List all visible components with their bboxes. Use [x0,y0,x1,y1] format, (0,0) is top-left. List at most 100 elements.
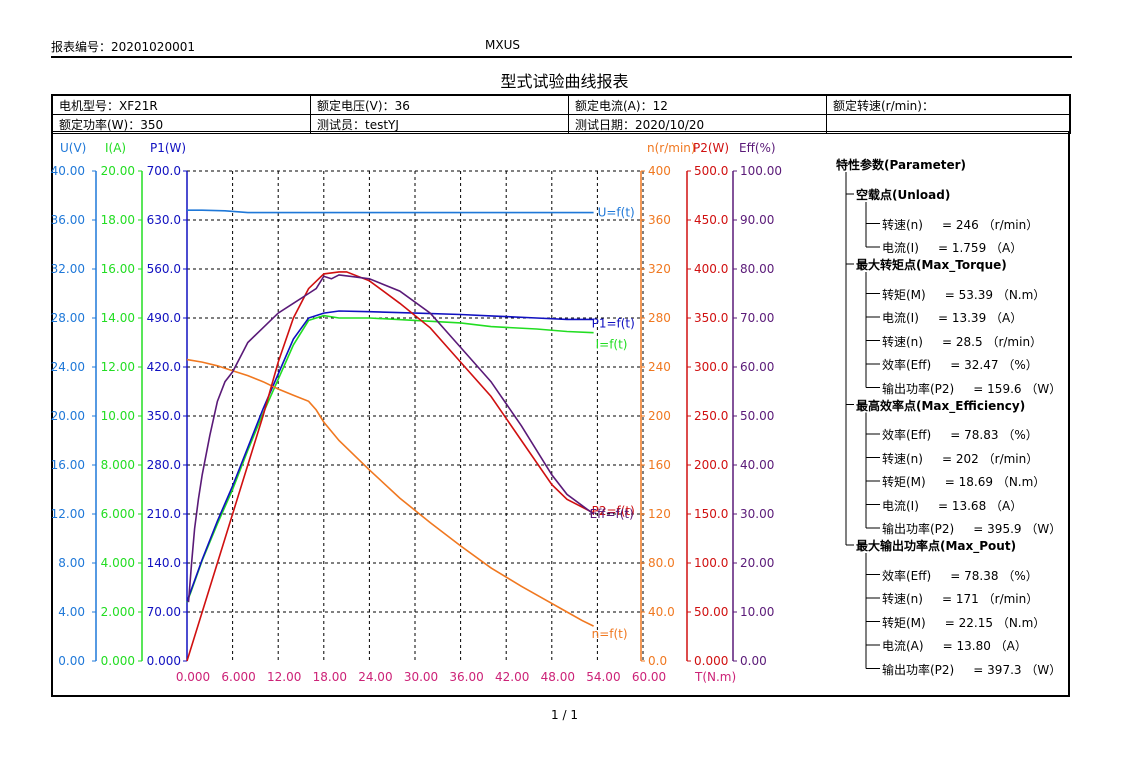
i-tick-label: 20.00 [101,164,135,178]
eff-tick-label: 40.00 [740,458,774,472]
i-tick-label: 6.000 [101,507,135,521]
p1-tick-label: 560.0 [147,262,181,276]
u-tick-label: 32.00 [51,262,85,276]
u-tick-label: 24.00 [51,360,85,374]
header-rule [51,56,1072,58]
series-p1-line [186,310,594,602]
i-tick-label: 12.00 [101,360,135,374]
n-tick-label: 320 [648,262,671,276]
i-tick-label: 4.000 [101,556,135,570]
company-name: MXUS [485,38,520,52]
n-tick-label: 160 [648,458,671,472]
p1-tick-label: 70.00 [147,605,181,619]
series-p2-label: P2=f(t) [592,504,635,518]
parameter-item: 输出功率(P2) = 397.3 （W） [882,662,1062,677]
parameter-item: 转矩(M) = 22.15 （N.m） [882,615,1046,630]
p1-tick-label: 420.0 [147,360,181,374]
n-tick-label: 280 [648,311,671,325]
i-tick-label: 2.000 [101,605,135,619]
eff-tick-label: 50.00 [740,409,774,423]
x-tick-label: 36.00 [449,670,483,684]
p2-tick-label: 50.00 [694,605,728,619]
n-tick-label: 400 [648,164,671,178]
series-u-label: U=f(t) [598,206,635,220]
parameter-group-title: 空载点(Unload) [856,188,951,202]
u-tick-label: 16.00 [51,458,85,472]
u-tick-label: 28.00 [51,311,85,325]
x-tick-label: 42.00 [495,670,529,684]
rated-voltage: 额定电压(V)：36 [310,94,569,115]
eff-tick-label: 90.00 [740,213,774,227]
n-axis-title: n(r/min) [647,141,696,155]
p1-tick-label: 630.0 [147,213,181,227]
series-u-line [187,209,594,214]
tester: 测试员：testYJ [310,114,569,134]
u-tick-label: 4.00 [58,605,85,619]
x-tick-label: 12.00 [267,670,301,684]
x-tick-label: 18.00 [313,670,347,684]
u-tick-label: 20.00 [51,409,85,423]
report-number: 报表编号：20201020001 [51,40,195,54]
eff-tick-label: 0.00 [740,654,767,668]
x-tick-label: 6.000 [221,670,255,684]
p1-tick-label: 490.0 [147,311,181,325]
p1-tick-label: 700.0 [147,164,181,178]
x-axis-title: T(N.m) [694,670,736,684]
series-p2-line [186,271,594,662]
i-axis-title: I(A) [105,141,126,155]
u-tick-label: 12.00 [51,507,85,521]
parameter-group-title: 最大输出功率点(Max_Pout) [856,539,1017,553]
test-date: 测试日期：2020/10/20 [568,114,827,134]
p2-tick-label: 450.0 [694,213,728,227]
p1-tick-label: 140.0 [147,556,181,570]
p2-axis-title: P2(W) [693,141,729,155]
eff-tick-label: 20.00 [740,556,774,570]
x-tick-label: 0.000 [176,670,210,684]
p2-tick-label: 100.0 [694,556,728,570]
series-n-line [186,358,594,627]
parameter-item: 转矩(M) = 53.39 （N.m） [882,287,1046,302]
p2-tick-label: 150.0 [694,507,728,521]
page-title: 型式试验曲线报表 [500,72,629,91]
series-i-label: I=f(t) [596,338,628,352]
parameter-item: 电流(A) = 13.80 （A） [882,639,1027,653]
parameter-item: 转矩(M) = 18.69 （N.m） [882,475,1046,489]
parameters-tree-lines [845,172,880,669]
parameter-item: 电流(I) = 13.68 （A） [882,498,1023,513]
eff-tick-label: 10.00 [740,605,774,619]
series-eff-line [187,274,595,603]
parameter-item: 电流(I) = 13.39 （A） [882,311,1023,325]
motor-info-table: 电机型号：XF21R 额定电压(V)：36 额定电流(A)：12 额定转速(r/… [51,94,1071,134]
u-tick-label: 0.00 [58,654,85,668]
parameter-item: 转速(n) = 171 （r/min） [882,592,1039,606]
eff-tick-label: 30.00 [740,507,774,521]
u-tick-label: 8.00 [58,556,85,570]
p1-axis-title: P1(W) [150,141,186,155]
p2-tick-label: 350.0 [694,311,728,325]
eff-tick-label: 70.00 [740,311,774,325]
parameter-group-title: 最大转矩点(Max_Torque) [856,258,1007,272]
u-axis-title: U(V) [60,141,86,155]
n-tick-label: 240 [648,360,671,374]
eff-tick-label: 60.00 [740,360,774,374]
p2-tick-label: 0.000 [694,654,728,668]
n-tick-label: 200 [648,409,671,423]
parameter-item: 转速(n) = 28.5 （r/min） [882,334,1043,349]
parameter-item: 效率(Eff) = 78.38 （%） [882,568,1038,583]
parameter-item: 转速(n) = 246 （r/min） [882,217,1039,232]
x-tick-label: 60.00 [632,670,666,684]
n-tick-label: 40.0 [648,605,675,619]
n-tick-label: 80.0 [648,556,675,570]
eff-tick-label: 80.00 [740,262,774,276]
u-tick-label: 40.00 [51,164,85,178]
n-tick-label: 360 [648,213,671,227]
eff-tick-label: 100.00 [740,164,782,178]
parameters-title: 特性参数(Parameter) [836,158,966,172]
i-tick-label: 18.00 [101,213,135,227]
n-tick-label: 0.0 [648,654,667,668]
series-i-line [186,314,594,603]
p2-tick-label: 250.0 [694,409,728,423]
page-number: 1 / 1 [551,708,578,722]
i-tick-label: 10.00 [101,409,135,423]
